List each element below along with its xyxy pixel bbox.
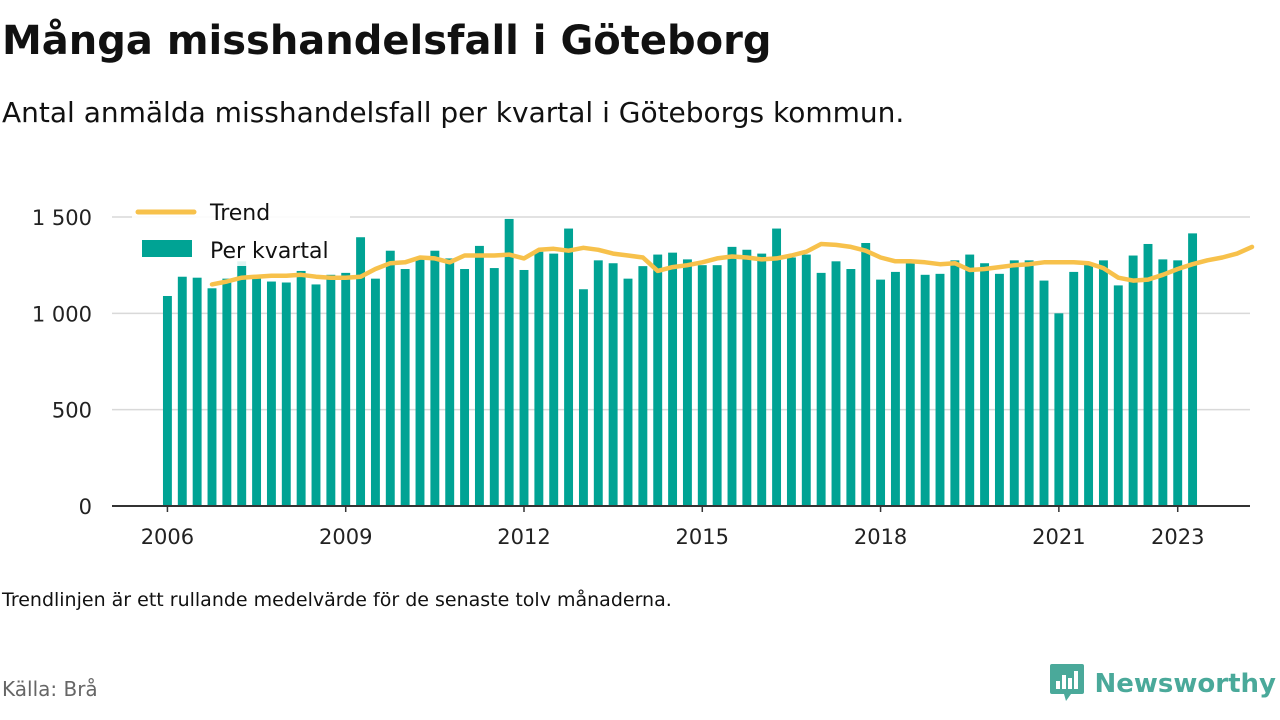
bar xyxy=(712,265,722,506)
bar xyxy=(192,277,202,506)
bar xyxy=(370,278,380,506)
legend: Trend Per kvartal xyxy=(132,198,350,266)
bar xyxy=(341,272,351,506)
bar-chart: 0 500 1 000 1 500 2006 2009 2012 2015 2018 2021 20… xyxy=(32,198,1255,549)
bar xyxy=(623,278,633,506)
bar xyxy=(980,263,990,506)
y-tick-label: 500 xyxy=(52,399,92,423)
bar xyxy=(1188,233,1198,507)
bar xyxy=(905,263,915,506)
bar xyxy=(356,237,366,507)
bar xyxy=(1054,313,1064,506)
bar xyxy=(177,276,187,506)
bar xyxy=(266,281,276,506)
x-tick-label: 2018 xyxy=(854,525,907,549)
x-tick-label: 2023 xyxy=(1151,525,1204,549)
bar xyxy=(519,269,529,506)
bar xyxy=(549,253,559,506)
bar xyxy=(237,261,247,506)
bar xyxy=(207,288,217,506)
bar xyxy=(682,259,692,506)
bar xyxy=(935,273,945,506)
chart-subtitle: Antal anmälda misshandelsfall per kvarta… xyxy=(2,96,905,129)
bar-chart-speech-bubble-icon xyxy=(1049,662,1085,706)
bar xyxy=(534,251,544,506)
bar xyxy=(460,269,470,506)
legend-bar-label: Per kvartal xyxy=(210,239,329,264)
bar xyxy=(252,276,262,506)
bar xyxy=(786,257,796,506)
bar xyxy=(846,269,856,506)
bar xyxy=(608,263,618,506)
bar xyxy=(162,295,172,506)
bar xyxy=(1113,285,1123,506)
bar xyxy=(1158,259,1168,506)
bar xyxy=(1039,280,1049,506)
bar xyxy=(326,274,336,506)
bar xyxy=(1173,260,1183,506)
source-label: Källa: Brå xyxy=(2,677,98,701)
bar xyxy=(950,260,960,506)
x-tick-label: 2006 xyxy=(141,525,194,549)
bar xyxy=(593,260,603,506)
bar xyxy=(653,254,663,506)
brand-name: Newsworthy xyxy=(1094,669,1276,699)
bar xyxy=(445,258,455,506)
y-tick-label: 0 xyxy=(79,495,92,519)
bar xyxy=(281,282,291,506)
chart-title: Många misshandelsfall i Göteborg xyxy=(2,18,772,64)
bar xyxy=(920,274,930,506)
bar xyxy=(772,228,782,506)
bar xyxy=(474,245,484,506)
bar xyxy=(222,278,232,506)
bar xyxy=(578,289,588,506)
bar xyxy=(816,272,826,506)
x-tick-label: 2015 xyxy=(676,525,729,549)
y-tick-label: 1 500 xyxy=(32,206,92,230)
bar xyxy=(1084,264,1094,506)
bar xyxy=(311,284,321,506)
bar xyxy=(1098,260,1108,506)
x-tick-label: 2021 xyxy=(1032,525,1085,549)
footnote: Trendlinjen är ett rullande medelvärde f… xyxy=(2,589,672,611)
bar xyxy=(296,270,306,506)
bar xyxy=(1069,271,1079,506)
bar xyxy=(801,254,811,506)
bar xyxy=(890,271,900,506)
bar xyxy=(415,257,425,506)
bar xyxy=(1128,255,1138,506)
bar xyxy=(638,266,648,506)
bar xyxy=(727,246,737,506)
bar xyxy=(876,279,886,506)
x-tick-label: 2009 xyxy=(319,525,372,549)
trend-line xyxy=(209,241,1255,287)
bar xyxy=(861,243,871,506)
bar xyxy=(400,269,410,506)
y-tick-label: 1 000 xyxy=(32,302,92,326)
brand[interactable]: Newsworthy xyxy=(1049,662,1276,706)
bar xyxy=(831,261,841,506)
bar xyxy=(1024,260,1034,506)
bar xyxy=(742,249,752,506)
bar xyxy=(1143,243,1153,506)
bar xyxy=(994,273,1004,506)
bar xyxy=(564,228,574,506)
legend-bar-swatch xyxy=(142,240,192,257)
bar xyxy=(489,268,499,506)
legend-trend-label: Trend xyxy=(209,201,270,226)
bar xyxy=(697,265,707,506)
bar xyxy=(430,250,440,506)
bar xyxy=(757,253,767,506)
x-tick-label: 2012 xyxy=(497,525,550,549)
bar xyxy=(668,252,678,506)
bar xyxy=(385,250,395,506)
bar xyxy=(1009,260,1019,506)
bar xyxy=(504,218,514,506)
bar xyxy=(965,254,975,506)
